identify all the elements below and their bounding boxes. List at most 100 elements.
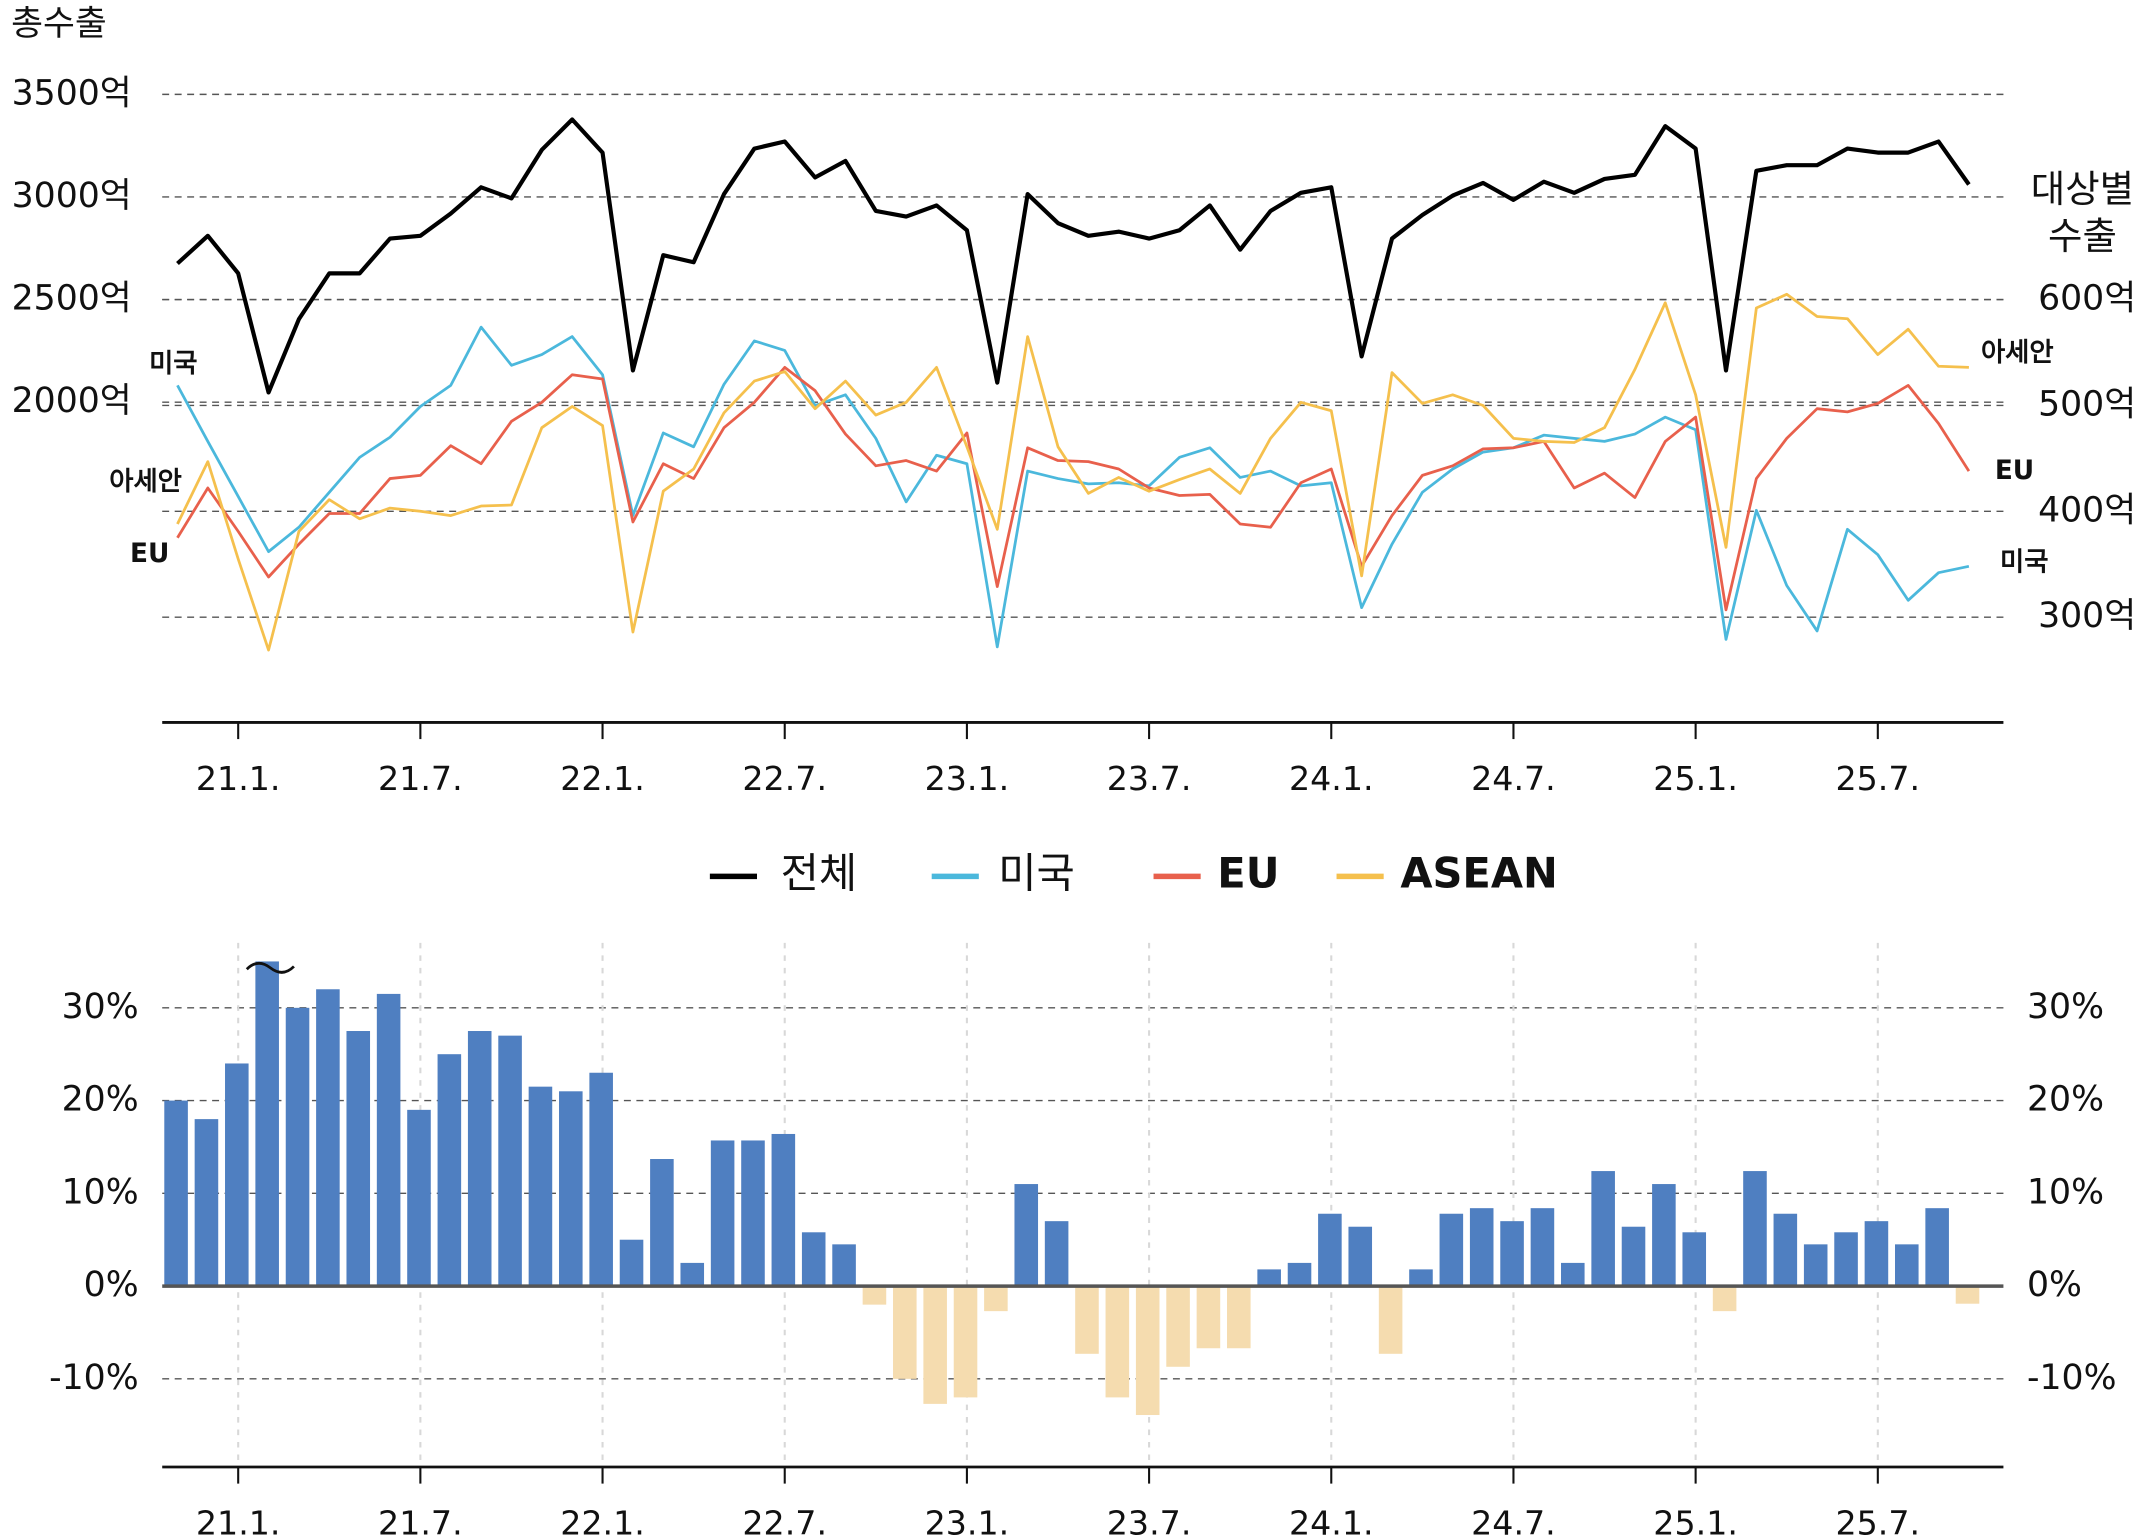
- bar: [1318, 1213, 1342, 1287]
- bar: [1925, 1208, 1949, 1287]
- bar: [255, 961, 279, 1287]
- x-tick-label: 21.1.: [196, 759, 281, 798]
- bar: [1500, 1221, 1524, 1287]
- bar: [376, 993, 401, 1287]
- x-tick-label: 25.1.: [1653, 759, 1738, 798]
- bar: [1257, 1269, 1281, 1287]
- bar: [1227, 1286, 1251, 1349]
- x-tick-label: 23.1.: [925, 1504, 1010, 1535]
- bar: [1591, 1171, 1615, 1287]
- legend-label: 전체: [781, 848, 858, 897]
- bar: [498, 1035, 522, 1287]
- x-tick-label: 21.7.: [378, 759, 463, 798]
- bar: [1409, 1269, 1433, 1287]
- bar: [1895, 1244, 1919, 1287]
- series-annotation: 아세안: [1981, 338, 2054, 368]
- bar: [710, 1140, 735, 1287]
- bar: [862, 1286, 887, 1305]
- x-tick-label: 23.1.: [925, 759, 1010, 798]
- bar: [1378, 1286, 1403, 1354]
- x-tick-label: 25.7.: [1835, 759, 1920, 798]
- bar: [1834, 1232, 1858, 1287]
- y-tick-label-right: 20%: [2027, 1080, 2104, 1120]
- bar: [650, 1159, 674, 1287]
- bar: [1712, 1286, 1737, 1312]
- bar: [1469, 1208, 1494, 1287]
- x-tick-label: 22.7.: [742, 759, 827, 798]
- y-tick-label: 3000억: [12, 176, 132, 216]
- bar: [1044, 1221, 1069, 1287]
- bar: [801, 1232, 826, 1287]
- bar: [984, 1286, 1008, 1312]
- bar: [407, 1109, 431, 1287]
- y2-axis-title: 수출: [2048, 214, 2117, 258]
- bar: [1196, 1286, 1221, 1349]
- bar: [923, 1286, 947, 1404]
- bar: [467, 1031, 492, 1287]
- y2-axis-title: 대상별: [2031, 167, 2134, 211]
- bar: [1652, 1184, 1676, 1287]
- bar: [1682, 1232, 1707, 1287]
- y-tick-label: 10%: [62, 1172, 139, 1212]
- y-tick-label: 3500억: [12, 73, 132, 113]
- bar: [741, 1140, 765, 1287]
- bar: [1014, 1184, 1039, 1287]
- y-tick-label-right: 30%: [2027, 987, 2104, 1027]
- bar: [437, 1054, 462, 1287]
- legend-label: ASEAN: [1400, 848, 1558, 897]
- axis-break-mark: [245, 961, 295, 974]
- grid-layer: [162, 93, 2004, 1467]
- bar: [589, 1072, 613, 1287]
- y2-tick-label: 400억: [2038, 490, 2136, 530]
- bar: [1348, 1226, 1373, 1287]
- bar: [1864, 1221, 1889, 1287]
- bar: [346, 1031, 371, 1287]
- bar: [1075, 1286, 1099, 1354]
- series-annotation: 미국: [149, 349, 197, 379]
- x-tick-label: 24.7.: [1471, 1504, 1556, 1535]
- series-line: [176, 292, 1969, 652]
- y2-tick-label: 500억: [2038, 384, 2136, 424]
- series-line: [176, 117, 1971, 395]
- bar: [164, 1100, 188, 1287]
- bar: [285, 1007, 310, 1287]
- bar: [893, 1286, 917, 1379]
- bar: [1955, 1286, 1980, 1304]
- bar: [1105, 1286, 1130, 1398]
- series-line: [176, 365, 1971, 612]
- series-annotation: EU: [130, 539, 169, 569]
- bar: [1803, 1244, 1828, 1287]
- y-axis-title: 총수출: [11, 4, 107, 44]
- y-tick-label: 0%: [84, 1265, 139, 1305]
- marks-layer: [162, 117, 2004, 1484]
- bar: [1166, 1286, 1190, 1367]
- x-tick-label: 24.1.: [1289, 759, 1374, 798]
- x-tick-label: 24.1.: [1289, 1504, 1374, 1535]
- bar: [225, 1063, 249, 1287]
- bar: [1621, 1226, 1646, 1287]
- bar: [1530, 1208, 1555, 1287]
- series-annotation: 아세안: [109, 467, 182, 497]
- bar: [194, 1119, 219, 1287]
- x-tick-label: 23.7.: [1107, 1504, 1192, 1535]
- y-tick-label: 2500억: [12, 279, 132, 319]
- x-tick-label: 25.1.: [1653, 1504, 1738, 1535]
- x-tick-label: 24.7.: [1471, 759, 1556, 798]
- y2-tick-label: 300억: [2038, 596, 2136, 636]
- legend-label: EU: [1217, 848, 1279, 897]
- bar: [1561, 1262, 1585, 1287]
- bar: [619, 1239, 644, 1287]
- y-tick-label-right: -10%: [2027, 1358, 2117, 1398]
- bar: [528, 1086, 553, 1287]
- x-tick-label: 22.7.: [742, 1504, 827, 1535]
- y-tick-label: 2000억: [12, 381, 132, 421]
- bar: [316, 989, 340, 1287]
- bar: [1743, 1171, 1767, 1287]
- y-tick-label: 30%: [62, 987, 139, 1027]
- bar: [559, 1091, 583, 1287]
- series-line: [176, 325, 1970, 649]
- x-tick-label: 21.7.: [378, 1504, 463, 1535]
